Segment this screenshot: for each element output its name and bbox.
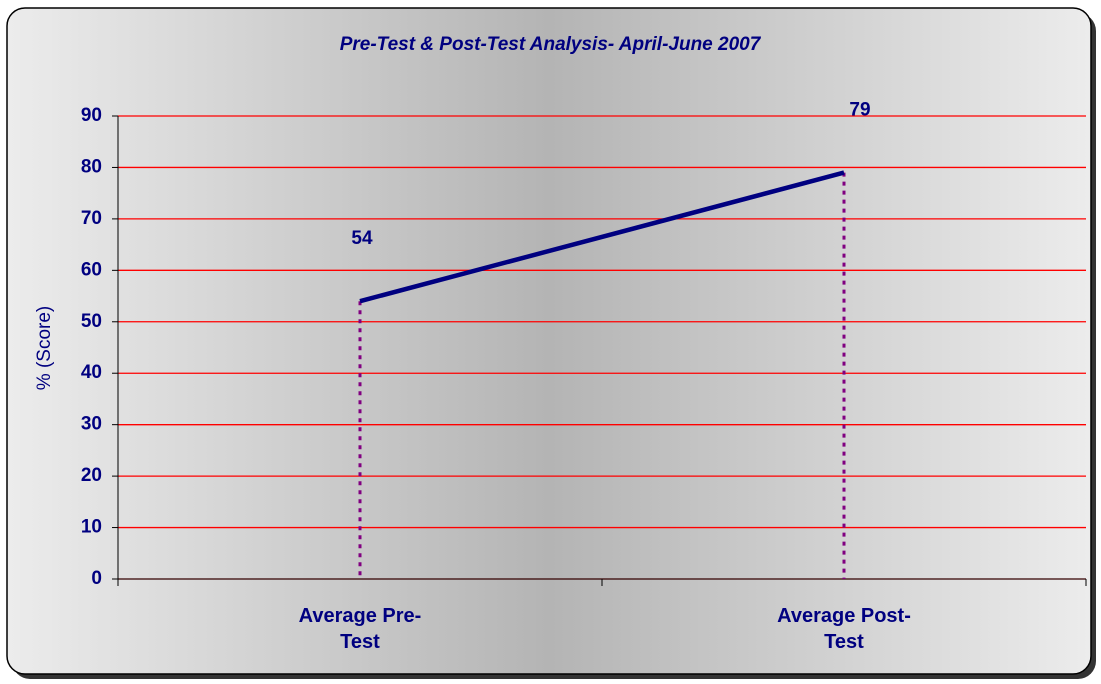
chart-title: Pre-Test & Post-Test Analysis- April-Jun…: [340, 34, 762, 55]
data-label: 79: [849, 100, 870, 121]
y-tick-label: 30: [81, 414, 102, 435]
y-tick-label: 50: [81, 311, 102, 332]
data-label: 54: [351, 228, 373, 249]
y-tick-label: 10: [81, 517, 102, 538]
x-tick-label: Average Pre-Test: [298, 605, 422, 653]
line-series: [359, 170, 845, 304]
y-tick-label: 70: [81, 208, 102, 229]
y-tick-label: 0: [91, 568, 102, 589]
chart-background: [6, 7, 1092, 675]
y-tick-label: 40: [81, 362, 102, 383]
y-tick-label: 80: [81, 156, 102, 177]
x-tick-label: Average Post-Test: [777, 605, 911, 653]
y-tick-label: 90: [81, 105, 102, 126]
y-axis-label: % (Score): [34, 306, 55, 390]
y-tick-label: 20: [81, 465, 102, 486]
y-tick-label: 60: [81, 259, 102, 280]
